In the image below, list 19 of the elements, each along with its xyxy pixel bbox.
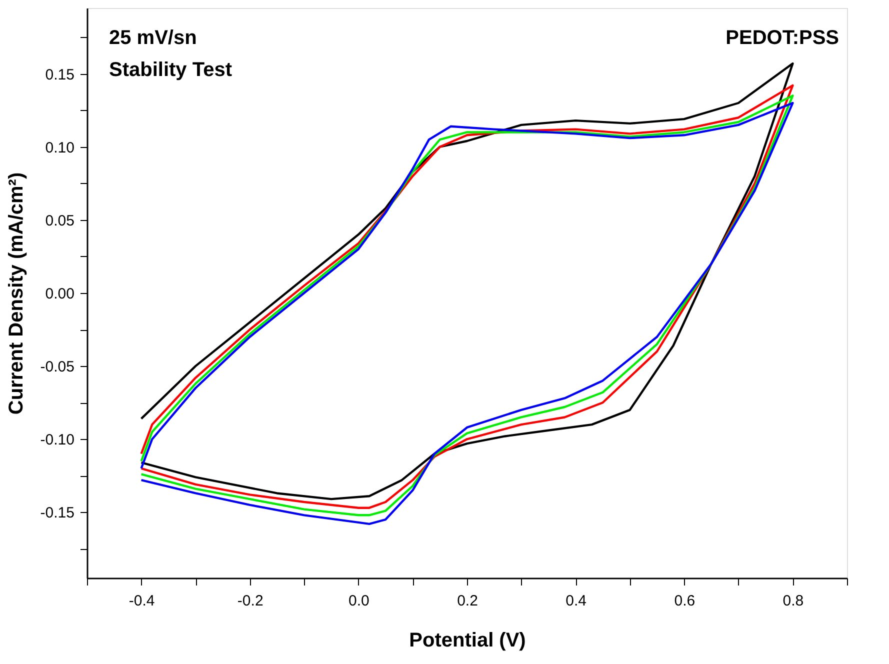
x-axis-title: Potential (V) [409,630,526,652]
annotation: PEDOT:PSS [726,27,839,49]
x-tick-label: -0.4 [128,592,155,610]
y-tick-label: -0.10 [40,432,74,449]
y-tick-label: 0.15 [45,66,74,84]
x-tick-label: 0.6 [674,592,696,610]
annotation: Stability Test [109,59,232,81]
x-tick-label: 0.8 [782,592,804,610]
y-tick-label: -0.15 [40,504,74,522]
y-tick-label: 0.00 [45,286,74,302]
x-tick-label: 0.4 [566,592,586,610]
x-tick-label: 0.0 [348,592,370,610]
y-tick-label: -0.05 [40,358,74,376]
y-axis-title: Current Density (mA/cm²) [5,172,28,415]
x-tick-label: 0.2 [457,592,478,610]
y-tick-label: 0.05 [45,212,74,230]
x-tick-label: -0.2 [237,592,264,610]
annotation: 25 mV/sn [109,27,197,49]
y-tick-label: 0.10 [45,139,74,156]
